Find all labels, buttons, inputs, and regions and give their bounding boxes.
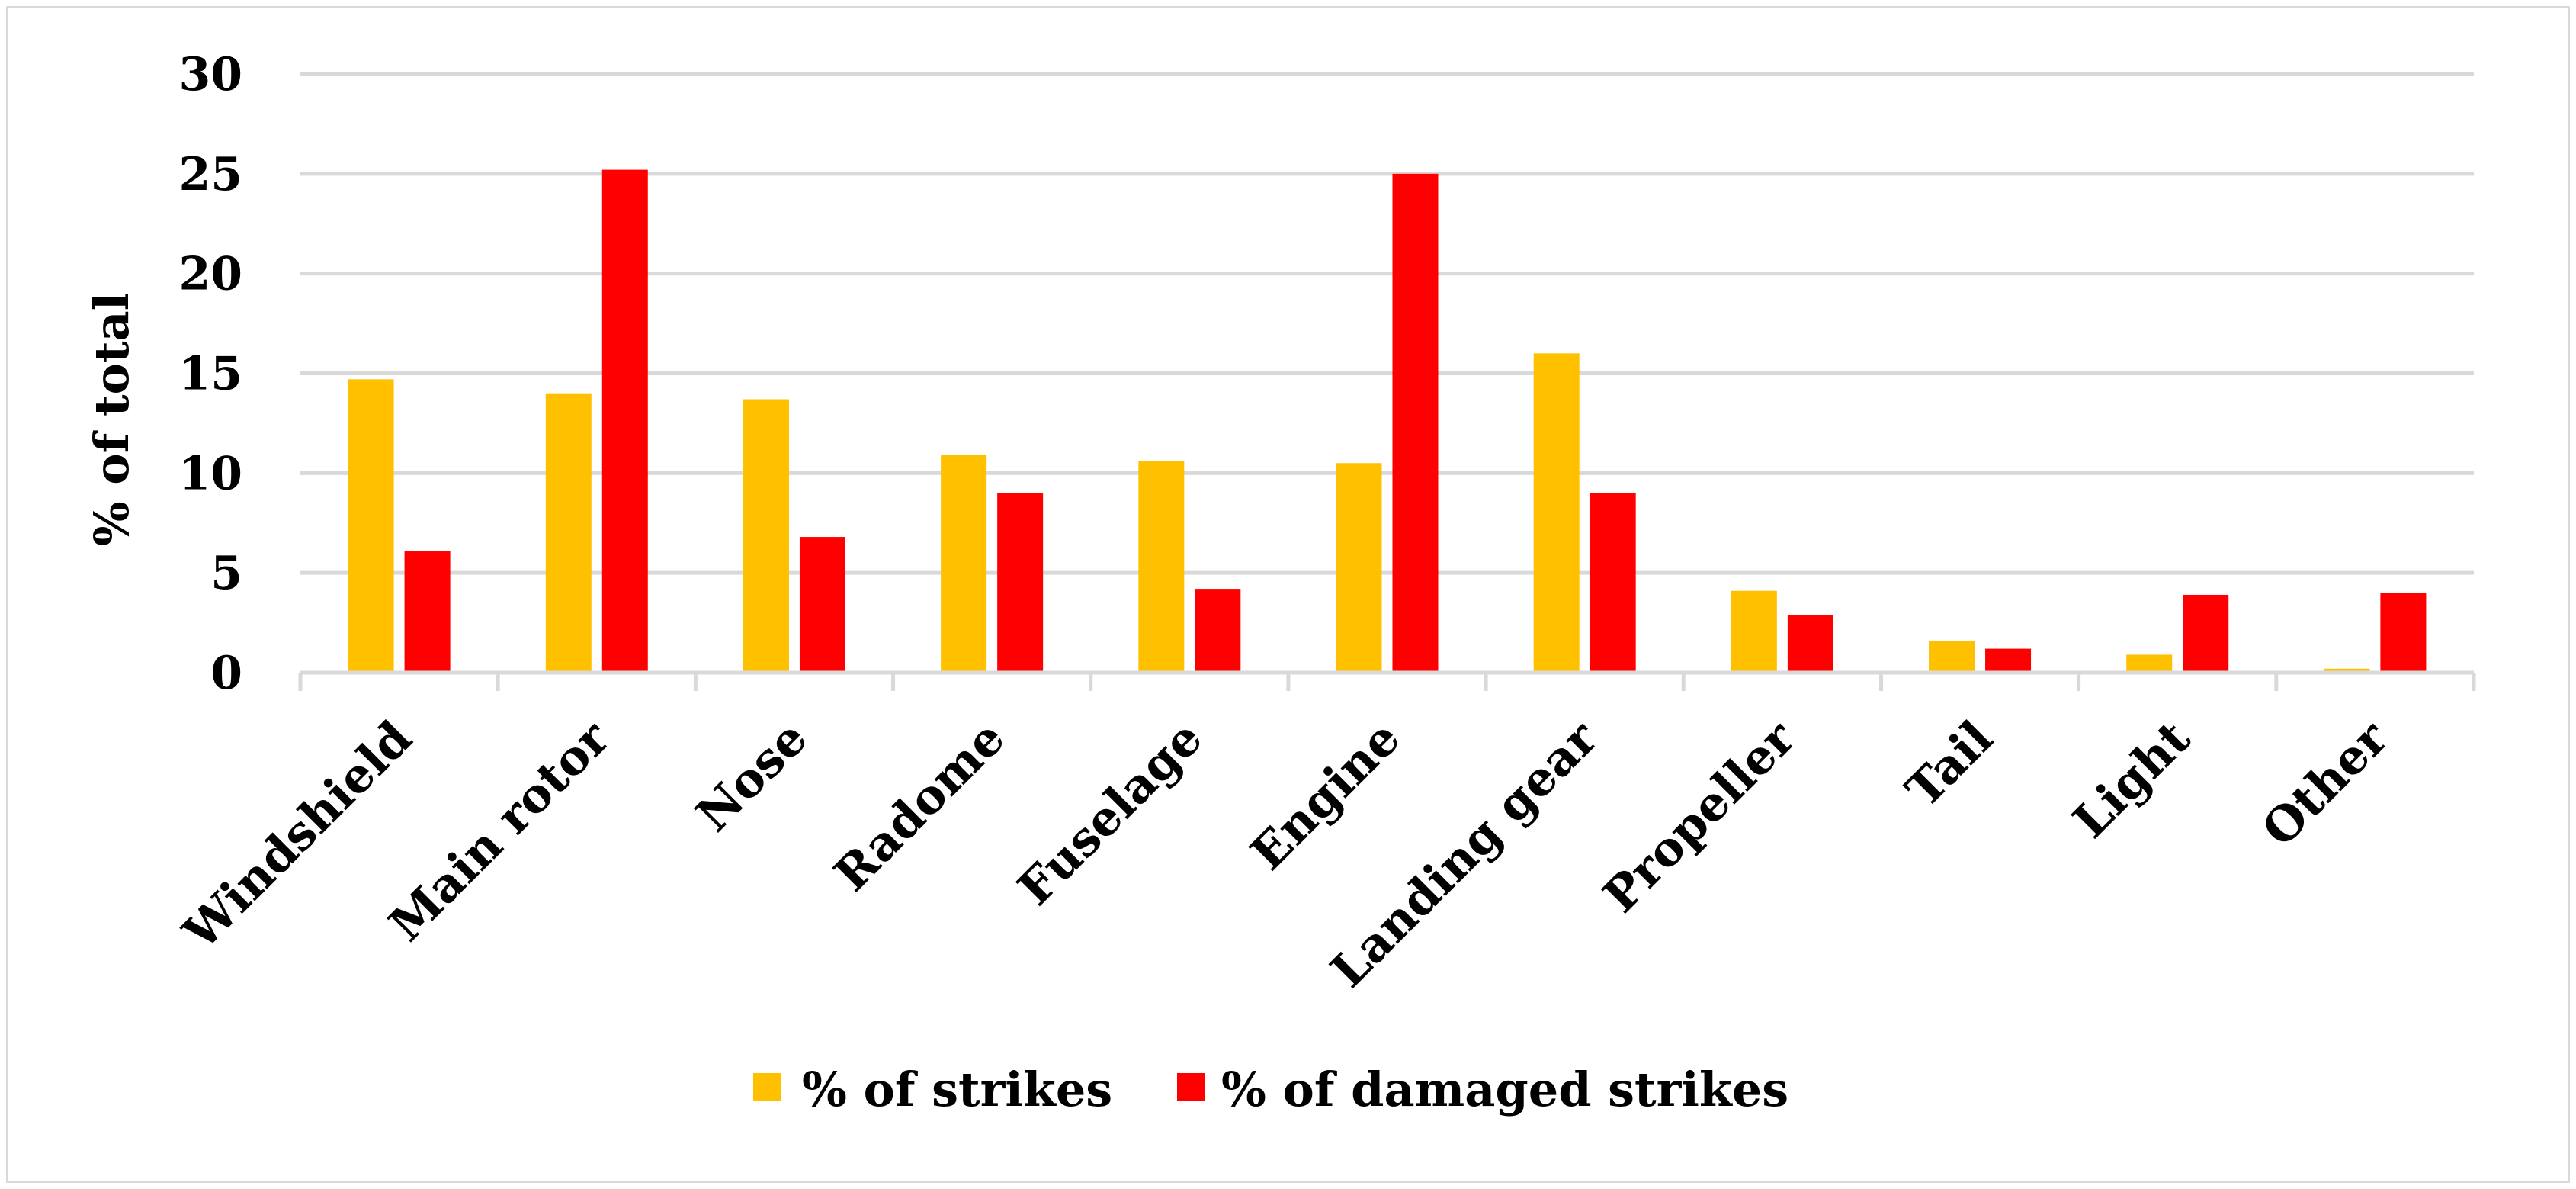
y-tick-label: 0 xyxy=(210,647,242,700)
bar-strikes xyxy=(1731,590,1777,673)
bar-damaged-strikes xyxy=(601,169,648,673)
legend-swatch-damaged-strikes xyxy=(1177,1073,1205,1101)
bar-damaged-strikes xyxy=(1985,648,2032,673)
y-tick-label: 20 xyxy=(179,248,243,301)
bar-damaged-strikes xyxy=(2183,594,2229,673)
y-tick-label: 15 xyxy=(179,348,243,401)
y-axis-title: % of total xyxy=(84,293,140,546)
bar-damaged-strikes xyxy=(799,537,845,673)
bar-strikes xyxy=(941,455,987,673)
y-tick-label: 30 xyxy=(179,48,243,101)
y-tick-label: 5 xyxy=(210,547,242,600)
x-category-label: Light xyxy=(2062,710,2201,849)
axes xyxy=(298,670,2476,691)
bar-strikes xyxy=(1138,461,1185,673)
x-category-label: Radome xyxy=(823,710,1015,902)
y-tick-label: 25 xyxy=(179,148,243,201)
y-tick-label: 10 xyxy=(179,447,243,500)
bar-damaged-strikes xyxy=(1392,173,1439,673)
legend-label-strikes: % of strikes xyxy=(802,1062,1112,1117)
legend-label-damaged-strikes: % of damaged strikes xyxy=(1221,1062,1788,1117)
bar-strikes xyxy=(545,393,592,673)
x-category-label: Other xyxy=(2251,709,2399,857)
bar-damaged-strikes xyxy=(404,551,451,673)
legend: % of strikes % of damaged strikes xyxy=(753,1062,1788,1117)
x-category-label: Fuselage xyxy=(1007,710,1213,916)
bar-strikes xyxy=(2324,668,2370,673)
bar-damaged-strikes xyxy=(1787,615,1833,673)
x-category-label: Propeller xyxy=(1593,709,1807,924)
x-category-label: Engine xyxy=(1240,710,1410,881)
bar-strikes xyxy=(1533,353,1580,673)
x-category-label: Nose xyxy=(685,710,818,843)
bars xyxy=(348,169,2427,673)
bar-damaged-strikes xyxy=(2380,593,2427,673)
x-category-label: Tail xyxy=(1895,710,2003,818)
bar-damaged-strikes xyxy=(997,493,1044,673)
bar-damaged-strikes xyxy=(1590,493,1636,673)
y-tick-labels: 0 5 10 15 20 25 30 xyxy=(179,48,243,700)
bar-damaged-strikes xyxy=(1195,589,1241,673)
gridlines xyxy=(300,72,2474,575)
bar-strikes xyxy=(348,379,394,673)
bar-strikes xyxy=(1336,463,1382,673)
x-category-label: Windshield xyxy=(172,710,422,960)
legend-swatch-strikes xyxy=(753,1073,781,1101)
bar-strikes xyxy=(743,399,789,673)
bar-strikes xyxy=(2126,654,2173,673)
bar-strikes xyxy=(1929,641,1975,673)
